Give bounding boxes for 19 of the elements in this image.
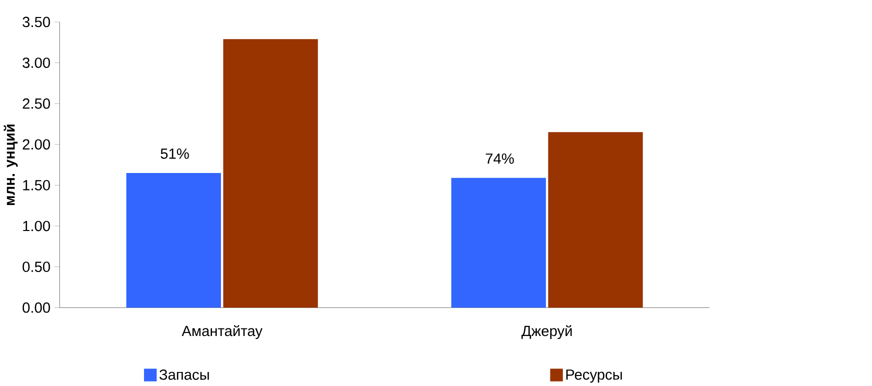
x-tick-label: Амантайтау [182,325,262,340]
y-tick-label: 0.50 [22,262,50,272]
y-tick-label: 2.50 [22,98,50,109]
legend-label: Запасы [159,370,209,380]
bar [223,39,318,308]
y-axis-title: млн. унций [4,124,18,206]
y-tick-label: 1.50 [23,180,50,190]
y-tick-label: 3.00 [22,58,50,68]
bar [126,173,221,308]
y-tick-label: 1.00 [23,220,50,232]
annotation: 51% [160,148,189,159]
bar [548,132,643,308]
y-tick-label: 3.50 [22,16,50,28]
y-tick-label: 0.00 [22,302,50,313]
x-tick-label: Джеруй [521,325,572,340]
annotation: 74% [486,154,514,164]
y-tick-label: 2.00 [22,139,50,150]
legend-label: Ресурсы [566,370,622,383]
bar [451,178,546,308]
